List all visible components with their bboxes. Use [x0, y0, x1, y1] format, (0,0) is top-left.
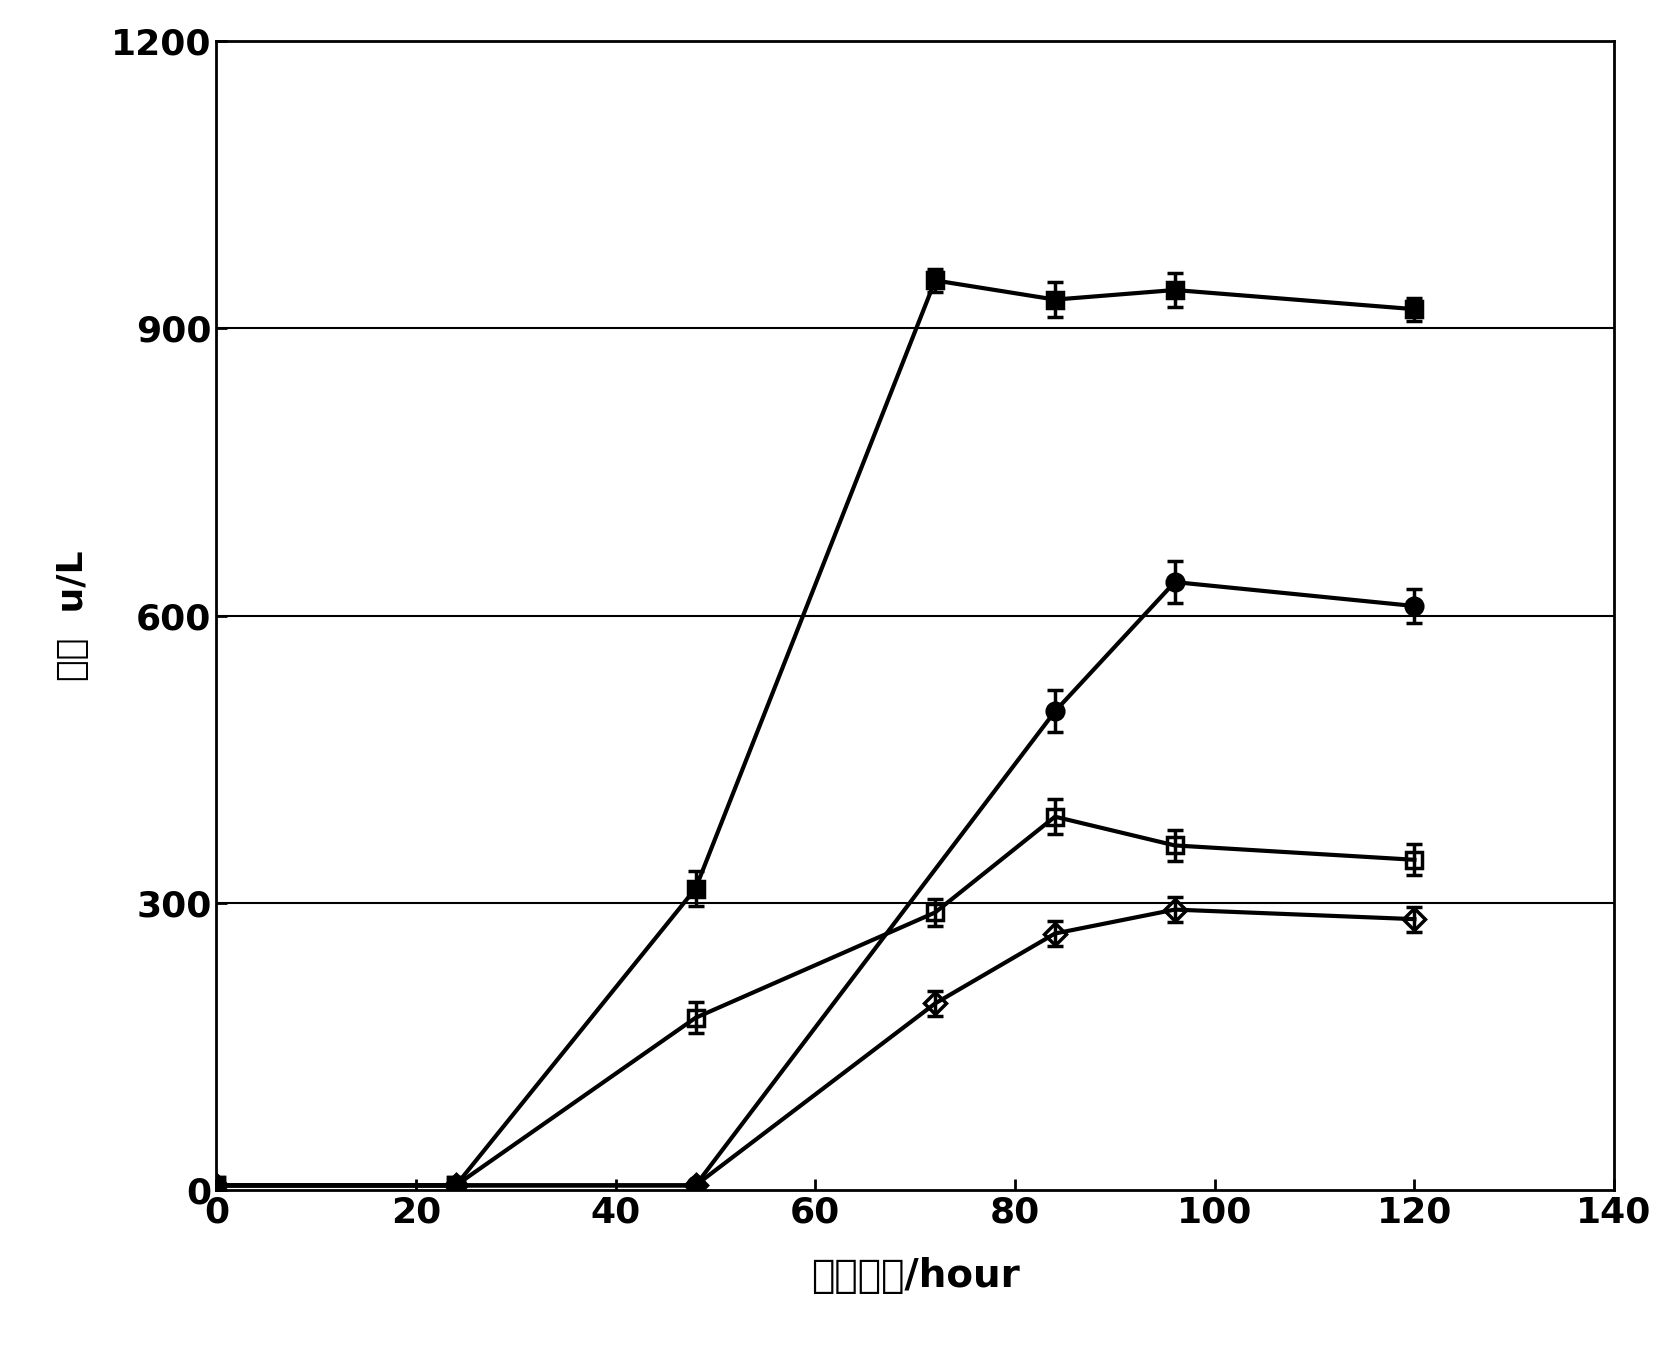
Y-axis label: 酶活  u/L: 酶活 u/L [57, 550, 90, 681]
X-axis label: 培养时间/hour: 培养时间/hour [810, 1257, 1020, 1294]
